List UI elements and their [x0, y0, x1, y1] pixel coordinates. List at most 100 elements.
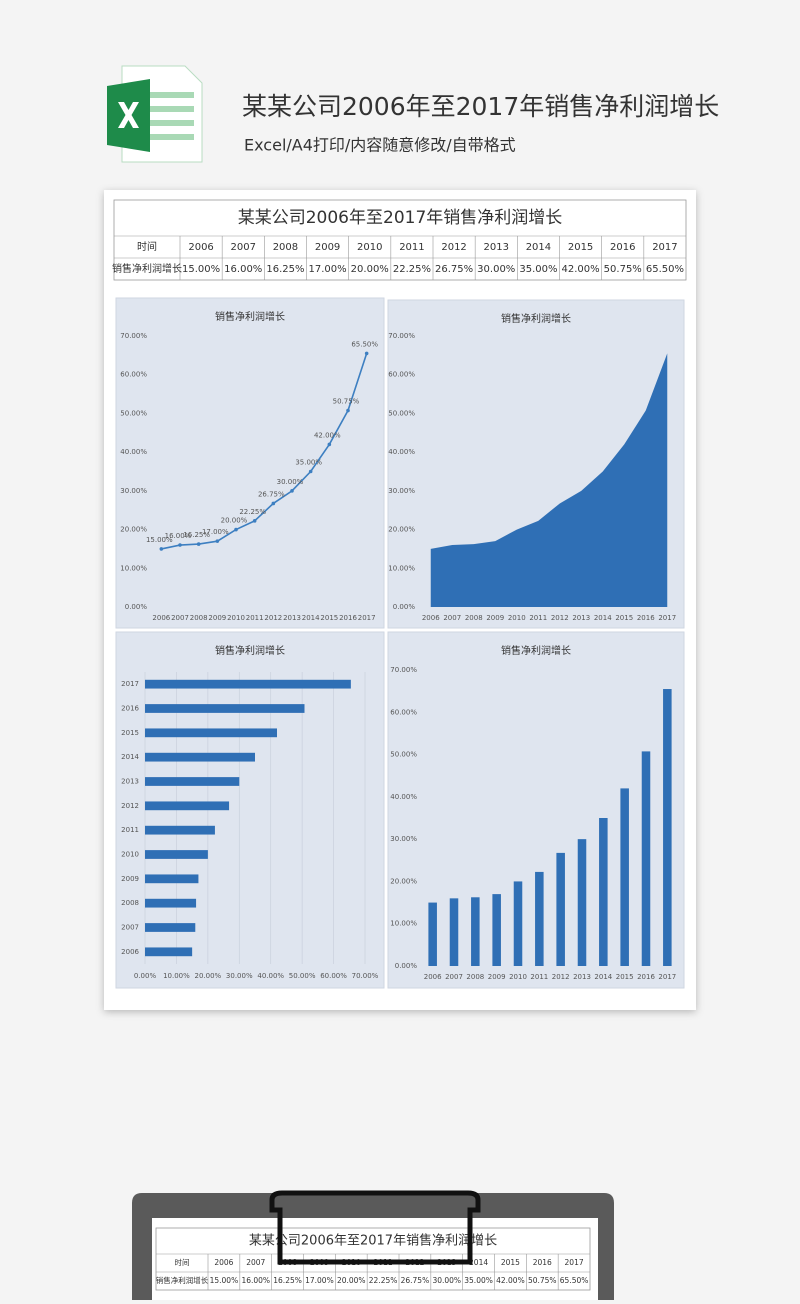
x-tick-label: 2015: [616, 973, 634, 981]
bar: [449, 898, 459, 966]
data-cell: 35.00%: [519, 264, 557, 275]
bar: [599, 818, 608, 966]
x-tick-label: 2008: [465, 614, 483, 622]
y-tick-label: 2007: [121, 924, 139, 932]
data-label: 35.00%: [295, 459, 322, 467]
header-cell: 2015: [501, 1258, 520, 1267]
x-tick-label: 2010: [508, 614, 526, 622]
y-tick-label: 70.00%: [390, 666, 417, 674]
header-cell: 2016: [610, 242, 635, 253]
x-tick-label: 2011: [246, 614, 264, 622]
x-tick-label: 2011: [529, 614, 547, 622]
data-cell: 65.50%: [646, 264, 684, 275]
data-cell: 20.00%: [351, 264, 389, 275]
x-tick-label: 2015: [615, 614, 633, 622]
y-tick-label: 30.00%: [120, 487, 147, 495]
point: [159, 547, 164, 551]
bar: [556, 852, 565, 966]
header-cell: 2014: [526, 242, 551, 253]
x-tick-label: 2017: [658, 973, 676, 981]
table-title: 某某公司2006年至2017年销售净利润增长: [238, 208, 563, 228]
point: [252, 519, 257, 523]
header-cell: 2015: [568, 242, 593, 253]
x-tick-label: 2017: [658, 614, 676, 622]
y-tick-label: 50.00%: [388, 409, 415, 417]
data-cell: 销售净利润增长: [156, 1275, 209, 1285]
x-tick-label: 20.00%: [195, 972, 222, 980]
chart-title: 销售净利润增长: [215, 310, 285, 323]
y-tick-label: 2014: [121, 753, 139, 761]
header-cell: 2012: [441, 242, 466, 253]
y-tick-label: 2015: [121, 729, 139, 737]
bar: [145, 728, 277, 738]
data-cell: 20.00%: [337, 1276, 366, 1285]
header-cell: 2017: [565, 1258, 584, 1267]
point: [308, 469, 313, 474]
x-tick-label: 2016: [637, 614, 655, 622]
y-tick-label: 70.00%: [388, 332, 415, 340]
x-tick-label: 2013: [283, 614, 301, 622]
x-tick-label: 2016: [637, 973, 655, 981]
x-tick-label: 2012: [264, 614, 282, 622]
y-tick-label: 20.00%: [388, 526, 415, 534]
header-cell: 2016: [533, 1258, 552, 1267]
data-cell: 26.75%: [401, 1276, 430, 1285]
y-tick-label: 2012: [121, 802, 139, 810]
y-tick-label: 40.00%: [120, 448, 147, 456]
header-cell: 2017: [652, 242, 677, 253]
bar: [535, 871, 544, 966]
y-tick-label: 2016: [121, 705, 139, 713]
data-cell: 17.00%: [309, 264, 347, 275]
data-label: 16.25%: [183, 531, 210, 539]
y-tick-label: 20.00%: [390, 877, 417, 885]
chart-title: 销售净利润增长: [501, 644, 571, 657]
x-tick-label: 2014: [302, 614, 320, 622]
y-tick-label: 50.00%: [120, 409, 147, 417]
x-tick-label: 2008: [190, 614, 208, 622]
x-tick-label: 30.00%: [226, 972, 253, 980]
header-cell: 2011: [399, 242, 424, 253]
y-tick-label: 60.00%: [388, 371, 415, 379]
point: [215, 539, 220, 543]
data-label: 15.00%: [146, 536, 173, 544]
area-series: [430, 353, 668, 607]
header-cell: 时间: [137, 240, 157, 253]
data-cell: 15.00%: [182, 264, 220, 275]
y-tick-label: 40.00%: [388, 448, 415, 456]
data-label: 65.50%: [351, 340, 378, 348]
data-label: 30.00%: [277, 478, 304, 486]
bar: [145, 752, 255, 762]
header-cell: 2007: [246, 1258, 265, 1267]
bar: [145, 801, 230, 811]
data-cell: 销售净利润增长: [112, 262, 182, 275]
header-cell: 2008: [273, 242, 298, 253]
x-tick-label: 2013: [573, 973, 591, 981]
bar: [663, 689, 672, 966]
y-tick-label: 2017: [121, 680, 139, 688]
x-tick-label: 2008: [466, 973, 484, 981]
data-cell: 30.00%: [432, 1276, 461, 1285]
bar: [145, 704, 305, 713]
y-tick-label: 20.00%: [120, 526, 147, 534]
data-cell: 16.00%: [224, 264, 262, 275]
bar: [428, 902, 437, 966]
bar: [513, 881, 523, 966]
bar: [145, 947, 193, 957]
x-tick-label: 10.00%: [163, 972, 190, 980]
chart: 销售净利润增长 0.00% 10.00% 20.00% 30.00% 40.00% 50.0…: [115, 631, 385, 989]
x-tick-label: 2011: [530, 973, 548, 981]
bar: [145, 850, 208, 859]
line-series: [161, 353, 368, 550]
y-tick-label: 10.00%: [120, 564, 147, 572]
x-tick-label: 2007: [171, 614, 189, 622]
data-cell: 30.00%: [477, 264, 515, 275]
header-cell: 2006: [188, 242, 213, 253]
data-cell: 50.75%: [528, 1276, 557, 1285]
data-cell: 65.50%: [560, 1276, 589, 1285]
x-tick-label: 50.00%: [289, 972, 316, 980]
y-tick-label: 0.00%: [125, 603, 148, 611]
x-tick-label: 2012: [551, 614, 569, 622]
x-tick-label: 70.00%: [352, 972, 379, 980]
